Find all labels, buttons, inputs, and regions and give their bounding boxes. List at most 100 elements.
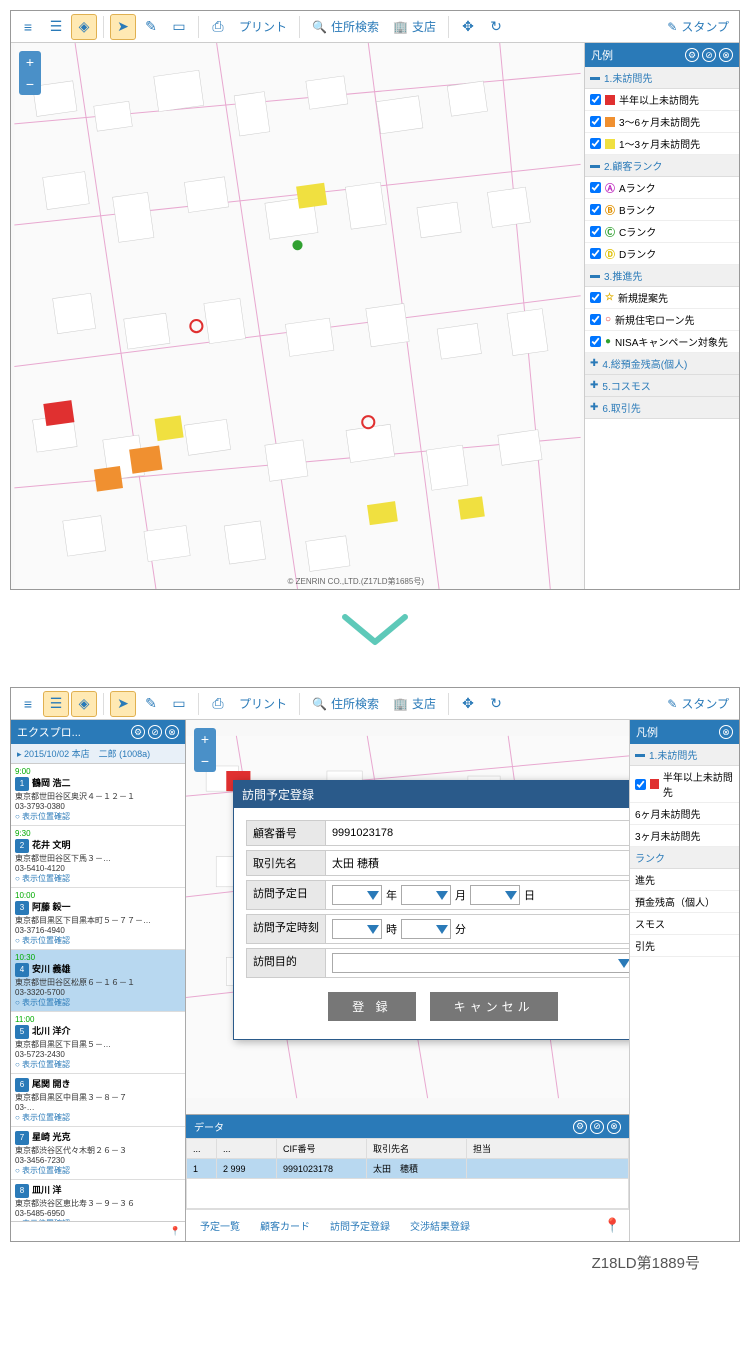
explorer-item[interactable]: 7星崎 光克 東京都渋谷区代々木朝２６－３ 03-3456-7230 ○ 表示位… bbox=[11, 1127, 185, 1180]
print-icon[interactable]: ⎙ bbox=[205, 14, 231, 40]
legend-item[interactable]: ⒹDランク bbox=[585, 243, 739, 265]
print-button[interactable]: プリント bbox=[233, 18, 293, 35]
explorer-item[interactable]: 11:00 5北川 洋介 東京都目黒区下目黒５－… 03-5723-2430 ○… bbox=[11, 1012, 185, 1074]
explorer-item[interactable]: 9:30 2花井 文明 東京都世田谷区下馬３－… 03-5410-4120 ○ … bbox=[11, 826, 185, 888]
pin-icon[interactable]: 📍 bbox=[604, 1217, 621, 1234]
address-search-button[interactable]: 🔍住所検索 bbox=[306, 18, 385, 35]
legend-section-6[interactable]: ✚6.取引先 bbox=[585, 397, 739, 419]
gear-icon[interactable]: ⚙ bbox=[685, 48, 699, 62]
layers-icon[interactable]: ◈ bbox=[71, 691, 97, 717]
close-icon[interactable]: ⊗ bbox=[719, 725, 733, 739]
zoom-control-2: + − bbox=[194, 728, 216, 772]
legend-item[interactable]: ●NISAキャンペーン対象先 bbox=[585, 331, 739, 353]
zoom-out-button[interactable]: − bbox=[194, 750, 216, 772]
view-icon[interactable]: ▭ bbox=[166, 691, 192, 717]
tab-visit-register[interactable]: 訪問予定登録 bbox=[324, 1216, 396, 1235]
layers-icon[interactable]: ◈ bbox=[71, 14, 97, 40]
close-icon[interactable]: ⊗ bbox=[165, 725, 179, 739]
gear-icon[interactable]: ⚙ bbox=[131, 725, 145, 739]
legend-item[interactable]: ⒸCランク bbox=[585, 221, 739, 243]
menu-icon[interactable]: ≡ bbox=[15, 14, 41, 40]
legend-section-2[interactable]: ▬2.顧客ランク bbox=[585, 155, 739, 177]
branch-button[interactable]: 🏢支店 bbox=[387, 695, 442, 712]
legend-item[interactable]: 3～6ヶ月未訪問先 bbox=[585, 111, 739, 133]
explorer-item[interactable]: 6尾関 開き 東京都目黒区中目黒３－８－７ 03-… ○ 表示位置確認 bbox=[11, 1074, 185, 1127]
menu-icon[interactable]: ≡ bbox=[15, 691, 41, 717]
tab-schedule-list[interactable]: 予定一覧 bbox=[194, 1216, 246, 1235]
explorer-item[interactable]: 10:00 3阿藤 毅一 東京都目黒区下目黒本町５－７７－… 03-3716-4… bbox=[11, 888, 185, 950]
print-icon[interactable]: ⎙ bbox=[205, 691, 231, 717]
view-icon[interactable]: ▭ bbox=[166, 14, 192, 40]
dialog-title: 訪問予定登録 bbox=[234, 781, 629, 808]
legend2-item[interactable]: 引先 bbox=[630, 935, 739, 957]
list-icon[interactable]: ☰ bbox=[43, 14, 69, 40]
legend2-item[interactable]: 預金残高（個人） bbox=[630, 891, 739, 913]
edit-icon[interactable]: ✎ bbox=[138, 691, 164, 717]
legend-item[interactable]: ⒶAランク bbox=[585, 177, 739, 199]
map-canvas[interactable]: + − © ZENRIN CO.,LTD.(Z17LD第1685号) bbox=[11, 43, 584, 589]
map-svg bbox=[11, 43, 584, 589]
hour-select[interactable] bbox=[332, 919, 382, 939]
stamp-button[interactable]: ✎スタンプ bbox=[661, 695, 735, 712]
day-select[interactable] bbox=[470, 885, 520, 905]
visit-registration-dialog: 訪問予定登録 顧客番号9991023178 取引先名太田 穂積 訪問予定日 年 … bbox=[233, 780, 629, 1040]
rotate-icon[interactable]: ↻ bbox=[483, 14, 509, 40]
legend-item[interactable]: ⒷBランク bbox=[585, 199, 739, 221]
year-select[interactable] bbox=[332, 885, 382, 905]
legend2-item[interactable]: 3ヶ月未訪問先 bbox=[630, 825, 739, 847]
legend2-item[interactable]: 半年以上未訪問先 bbox=[630, 766, 739, 803]
legend2-item[interactable]: 6ヶ月未訪問先 bbox=[630, 803, 739, 825]
edit-icon[interactable]: ✎ bbox=[138, 14, 164, 40]
move-icon[interactable]: ✥ bbox=[455, 691, 481, 717]
refresh-icon[interactable]: ⊘ bbox=[590, 1120, 604, 1134]
value-cust-no: 9991023178 bbox=[326, 820, 629, 846]
explorer-item[interactable]: 10:30 4安川 義雄 東京都世田谷区松原６－１６－１ 03-3320-570… bbox=[11, 950, 185, 1012]
legend-section-1[interactable]: ▬1.未訪問先 bbox=[585, 67, 739, 89]
explorer-footer[interactable]: 📍 bbox=[11, 1221, 185, 1241]
main-area: + − © ZENRIN CO.,LTD.(Z17LD第1685号) 凡例 ⚙ … bbox=[11, 43, 739, 589]
legend-panel-2: 凡例 ⊗ ▬1.未訪問先 半年以上未訪問先 6ヶ月未訪問先 3ヶ月未訪問先 ラン… bbox=[629, 720, 739, 1241]
print-button[interactable]: プリント bbox=[233, 695, 293, 712]
legend-item[interactable]: ○新規住宅ローン先 bbox=[585, 309, 739, 331]
map-canvas-2[interactable]: + − 訪問予定登録 顧客番号9991023178 取引先名太田 穂積 訪問予定… bbox=[186, 720, 629, 1114]
minute-select[interactable] bbox=[401, 919, 451, 939]
legend-section-5[interactable]: ✚5.コスモス bbox=[585, 375, 739, 397]
tab-negotiation-result[interactable]: 交渉結果登録 bbox=[404, 1216, 476, 1235]
zoom-in-button[interactable]: + bbox=[194, 728, 216, 750]
refresh-icon[interactable]: ⊘ bbox=[702, 48, 716, 62]
month-select[interactable] bbox=[401, 885, 451, 905]
legend2-item[interactable]: 進先 bbox=[630, 869, 739, 891]
legend-section-3[interactable]: ▬3.推進先 bbox=[585, 265, 739, 287]
table-row[interactable]: 12 999 9991023178太田 穂積 bbox=[187, 1159, 629, 1179]
branch-button[interactable]: 🏢支店 bbox=[387, 18, 442, 35]
data-header: データ ⚙ ⊘ ⊗ bbox=[186, 1115, 629, 1138]
stamp-button[interactable]: ✎スタンプ bbox=[661, 18, 735, 35]
gear-icon[interactable]: ⚙ bbox=[573, 1120, 587, 1134]
address-search-button[interactable]: 🔍住所検索 bbox=[306, 695, 385, 712]
legend-item[interactable]: 1～3ヶ月未訪問先 bbox=[585, 133, 739, 155]
legend2-section-1[interactable]: ▬1.未訪問先 bbox=[630, 744, 739, 766]
legend2-section[interactable]: ランク bbox=[630, 847, 739, 869]
refresh-icon[interactable]: ⊘ bbox=[148, 725, 162, 739]
zoom-in-button[interactable]: + bbox=[19, 51, 41, 73]
explorer-item[interactable]: 8皿川 洋 東京都渋谷区恵比寿３－９－３６ 03-5485-6950 ○ 表示位… bbox=[11, 1180, 185, 1221]
zoom-out-button[interactable]: − bbox=[19, 73, 41, 95]
cancel-button[interactable]: キャンセル bbox=[430, 992, 558, 1021]
legend-item[interactable]: ☆新規提案先 bbox=[585, 287, 739, 309]
purpose-select[interactable] bbox=[332, 953, 629, 973]
legend-item[interactable]: 半年以上未訪問先 bbox=[585, 89, 739, 111]
pointer-icon[interactable]: ➤ bbox=[110, 691, 136, 717]
pointer-icon[interactable]: ➤ bbox=[110, 14, 136, 40]
legend2-item[interactable]: スモス bbox=[630, 913, 739, 935]
move-icon[interactable]: ✥ bbox=[455, 14, 481, 40]
register-button[interactable]: 登 録 bbox=[328, 992, 415, 1021]
list-icon[interactable]: ☰ bbox=[43, 691, 69, 717]
explorer-item[interactable]: 9:00 1鶴岡 浩二 東京都世田谷区奥沢４－１２－１ 03-3793-0380… bbox=[11, 764, 185, 826]
explorer-subtitle[interactable]: ▸ 2015/10/02 本店 二郎 (1008a) bbox=[11, 744, 185, 764]
toolbar: ≡ ☰ ◈ ➤ ✎ ▭ ⎙ プリント 🔍住所検索 🏢支店 ✥ ↻ ✎スタンプ bbox=[11, 11, 739, 43]
legend-section-4[interactable]: ✚4.総預金残高(個人) bbox=[585, 353, 739, 375]
close-icon[interactable]: ⊗ bbox=[607, 1120, 621, 1134]
rotate-icon[interactable]: ↻ bbox=[483, 691, 509, 717]
close-icon[interactable]: ⊗ bbox=[719, 48, 733, 62]
tab-customer-card[interactable]: 顧客カード bbox=[254, 1216, 316, 1235]
